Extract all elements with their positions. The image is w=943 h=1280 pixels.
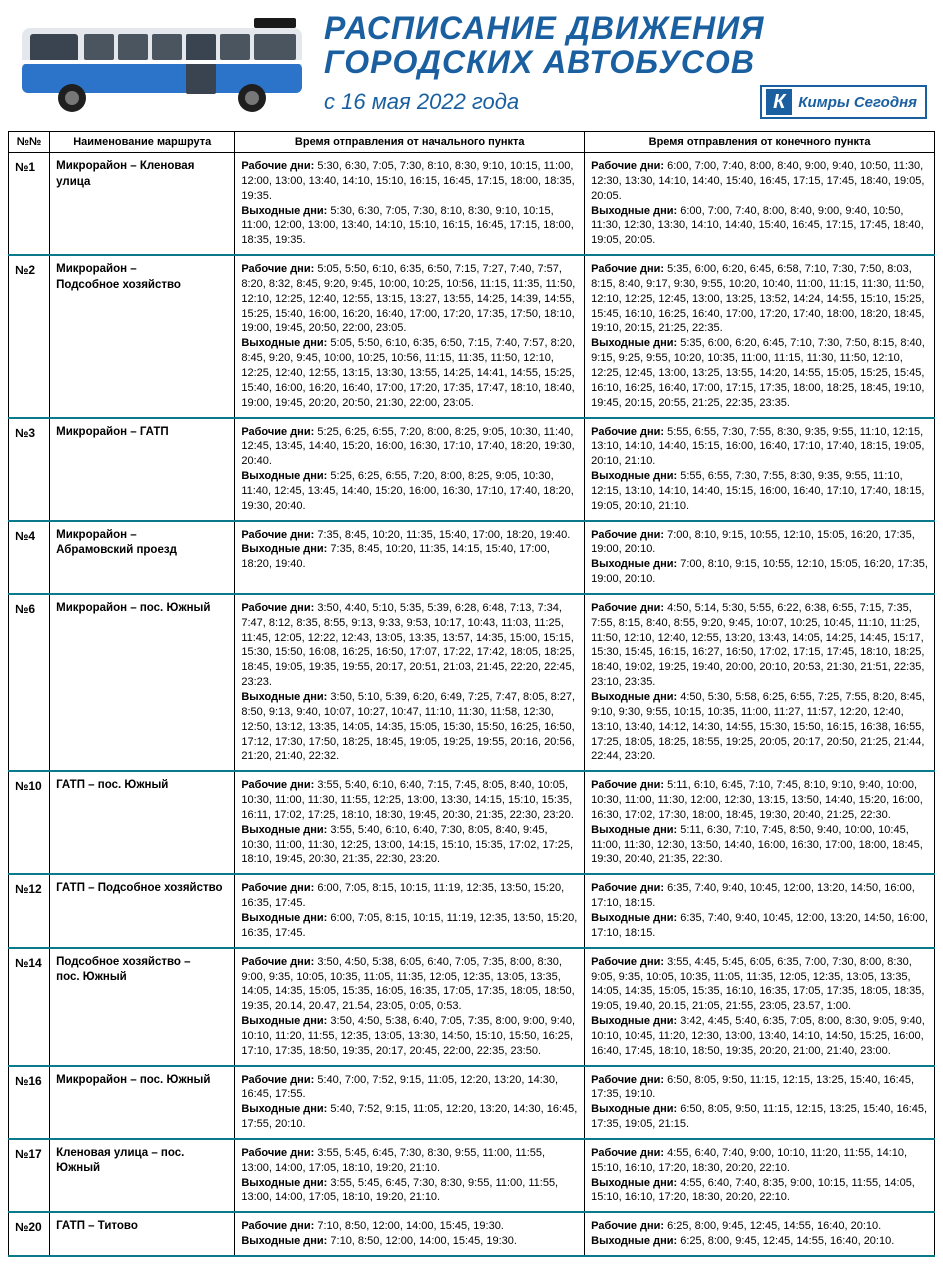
departure-end: Рабочие дни: 6:50, 8:05, 9:50, 11:15, 12… bbox=[585, 1066, 935, 1139]
departure-start: Рабочие дни: 6:00, 7:05, 8:15, 10:15, 11… bbox=[235, 874, 585, 947]
col-header-start: Время отправления от начального пункта bbox=[235, 132, 585, 153]
table-row: №4Микрорайон –Абрамовский проездРабочие … bbox=[9, 521, 935, 594]
table-row: №12ГАТП – Подсобное хозяйствоРабочие дни… bbox=[9, 874, 935, 947]
header: РАСПИСАНИЕ ДВИЖЕНИЯ ГОРОДСКИХ АВТОБУСОВ … bbox=[0, 0, 943, 127]
route-name: Подсобное хозяйство –пос. Южный bbox=[50, 948, 235, 1066]
route-number: №6 bbox=[9, 594, 50, 771]
table-row: №6Микрорайон – пос. ЮжныйРабочие дни: 3:… bbox=[9, 594, 935, 771]
departure-end: Рабочие дни: 4:55, 6:40, 7:40, 9:00, 10:… bbox=[585, 1139, 935, 1212]
departure-start: Рабочие дни: 3:55, 5:40, 6:10, 6:40, 7:1… bbox=[235, 771, 585, 874]
departure-end: Рабочие дни: 6:35, 7:40, 9:40, 10:45, 12… bbox=[585, 874, 935, 947]
departure-end: Рабочие дни: 6:00, 7:00, 7:40, 8:00, 8:4… bbox=[585, 153, 935, 256]
table-row: №10ГАТП – пос. ЮжныйРабочие дни: 3:55, 5… bbox=[9, 771, 935, 874]
departure-start: Рабочие дни: 3:55, 5:45, 6:45, 7:30, 8:3… bbox=[235, 1139, 585, 1212]
departure-end: Рабочие дни: 6:25, 8:00, 9:45, 12:45, 14… bbox=[585, 1212, 935, 1256]
route-name: Микрорайон –Абрамовский проезд bbox=[50, 521, 235, 594]
table-row: №1Микрорайон – Кленовая улицаРабочие дни… bbox=[9, 153, 935, 256]
departure-end: Рабочие дни: 5:35, 6:00, 6:20, 6:45, 6:5… bbox=[585, 255, 935, 417]
header-text-block: РАСПИСАНИЕ ДВИЖЕНИЯ ГОРОДСКИХ АВТОБУСОВ … bbox=[324, 8, 931, 119]
departure-start: Рабочие дни: 5:30, 6:30, 7:05, 7:30, 8:1… bbox=[235, 153, 585, 256]
route-number: №3 bbox=[9, 418, 50, 521]
route-number: №4 bbox=[9, 521, 50, 594]
route-name: ГАТП – пос. Южный bbox=[50, 771, 235, 874]
logo-k-icon: К bbox=[766, 89, 792, 115]
departure-end: Рабочие дни: 3:55, 4:45, 5:45, 6:05, 6:3… bbox=[585, 948, 935, 1066]
departure-start: Рабочие дни: 7:10, 8:50, 12:00, 14:00, 1… bbox=[235, 1212, 585, 1256]
departure-end: Рабочие дни: 5:11, 6:10, 6:45, 7:10, 7:4… bbox=[585, 771, 935, 874]
departure-start: Рабочие дни: 3:50, 4:50, 5:38, 6:05, 6:4… bbox=[235, 948, 585, 1066]
table-row: №3Микрорайон – ГАТПРабочие дни: 5:25, 6:… bbox=[9, 418, 935, 521]
title-line-1: РАСПИСАНИЕ ДВИЖЕНИЯ bbox=[324, 12, 931, 46]
departure-end: Рабочие дни: 5:55, 6:55, 7:30, 7:55, 8:3… bbox=[585, 418, 935, 521]
subtitle: с 16 мая 2022 года bbox=[324, 89, 519, 115]
table-row: №20ГАТП – ТитовоРабочие дни: 7:10, 8:50,… bbox=[9, 1212, 935, 1256]
departure-start: Рабочие дни: 5:05, 5:50, 6:10, 6:35, 6:5… bbox=[235, 255, 585, 417]
route-name: Микрорайон – Кленовая улица bbox=[50, 153, 235, 256]
departure-end: Рабочие дни: 7:00, 8:10, 9:15, 10:55, 12… bbox=[585, 521, 935, 594]
departure-start: Рабочие дни: 3:50, 4:40, 5:10, 5:35, 5:3… bbox=[235, 594, 585, 771]
route-name: ГАТП – Подсобное хозяйство bbox=[50, 874, 235, 947]
table-row: №17Кленовая улица – пос. ЮжныйРабочие дн… bbox=[9, 1139, 935, 1212]
col-header-num: №№ bbox=[9, 132, 50, 153]
route-name: Микрорайон – пос. Южный bbox=[50, 1066, 235, 1139]
route-number: №17 bbox=[9, 1139, 50, 1212]
route-number: №16 bbox=[9, 1066, 50, 1139]
logo-text: Кимры Сегодня bbox=[798, 94, 917, 111]
departure-end: Рабочие дни: 4:50, 5:14, 5:30, 5:55, 6:2… bbox=[585, 594, 935, 771]
route-number: №20 bbox=[9, 1212, 50, 1256]
route-number: №12 bbox=[9, 874, 50, 947]
table-row: №16Микрорайон – пос. ЮжныйРабочие дни: 5… bbox=[9, 1066, 935, 1139]
route-name: Микрорайон – ГАТП bbox=[50, 418, 235, 521]
col-header-end: Время отправления от конечного пункта bbox=[585, 132, 935, 153]
col-header-name: Наименование маршрута bbox=[50, 132, 235, 153]
publisher-logo: К Кимры Сегодня bbox=[760, 85, 927, 119]
table-row: №14Подсобное хозяйство –пос. ЮжныйРабочи… bbox=[9, 948, 935, 1066]
route-name: Кленовая улица – пос. Южный bbox=[50, 1139, 235, 1212]
route-number: №10 bbox=[9, 771, 50, 874]
bus-illustration bbox=[12, 8, 312, 123]
route-number: №1 bbox=[9, 153, 50, 256]
departure-start: Рабочие дни: 7:35, 8:45, 10:20, 11:35, 1… bbox=[235, 521, 585, 594]
schedule-table: №№ Наименование маршрута Время отправлен… bbox=[8, 131, 935, 1257]
departure-start: Рабочие дни: 5:25, 6:25, 6:55, 7:20, 8:0… bbox=[235, 418, 585, 521]
route-number: №2 bbox=[9, 255, 50, 417]
route-name: Микрорайон –Подсобное хозяйство bbox=[50, 255, 235, 417]
departure-start: Рабочие дни: 5:40, 7:00, 7:52, 9:15, 11:… bbox=[235, 1066, 585, 1139]
route-number: №14 bbox=[9, 948, 50, 1066]
table-row: №2Микрорайон –Подсобное хозяйствоРабочие… bbox=[9, 255, 935, 417]
route-name: Микрорайон – пос. Южный bbox=[50, 594, 235, 771]
route-name: ГАТП – Титово bbox=[50, 1212, 235, 1256]
title-line-2: ГОРОДСКИХ АВТОБУСОВ bbox=[324, 46, 931, 80]
